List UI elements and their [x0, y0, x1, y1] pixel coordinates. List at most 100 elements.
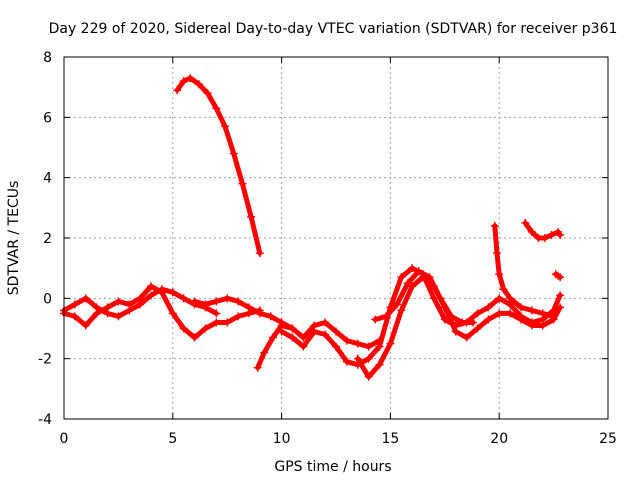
x-axis-label: GPS time / hours: [274, 459, 391, 475]
data-point: [364, 342, 373, 351]
data-point: [70, 312, 79, 321]
data-point: [414, 267, 423, 276]
data-point: [516, 303, 525, 312]
grid: [64, 57, 608, 419]
data-point: [375, 342, 384, 351]
data-point: [266, 312, 275, 321]
y-tick-label: 0: [43, 291, 52, 307]
data-point: [392, 300, 401, 309]
data-point: [353, 354, 362, 363]
data-point: [179, 324, 188, 333]
data-point: [212, 297, 221, 306]
data-point: [321, 318, 330, 327]
data-point: [136, 300, 145, 309]
series-arc-high: [173, 74, 264, 258]
data-point: [221, 122, 230, 131]
data-point: [408, 282, 417, 291]
data-point: [81, 294, 90, 303]
data-point: [201, 324, 210, 333]
data-point: [549, 312, 558, 321]
data-point: [506, 294, 515, 303]
data-point: [495, 270, 504, 279]
data-point: [473, 324, 482, 333]
x-tick-label: 0: [60, 431, 69, 447]
data-point: [556, 291, 565, 300]
data-point: [556, 273, 565, 282]
data-point: [364, 354, 373, 363]
data-point: [342, 336, 351, 345]
axis-ticks: 0 5 10 15 20 25 -4 -2 0 2 4 6 8: [38, 50, 617, 447]
data-point: [321, 330, 330, 339]
data-point: [447, 312, 456, 321]
data-point: [538, 309, 547, 318]
series-arc-d: [253, 318, 384, 372]
data-point: [484, 303, 493, 312]
data-point: [495, 294, 504, 303]
data-point: [277, 327, 286, 336]
data-point: [168, 288, 177, 297]
data-point: [499, 285, 508, 294]
data-point: [332, 342, 340, 351]
x-tick-label: 15: [381, 431, 399, 447]
series-trail: [192, 295, 295, 331]
data-point: [288, 333, 297, 342]
data-series: [60, 74, 565, 381]
data-point: [493, 249, 502, 258]
data-point: [114, 297, 123, 306]
data-point: [147, 282, 156, 291]
data-point: [125, 306, 134, 315]
data-point: [223, 318, 232, 327]
data-point: [179, 294, 188, 303]
data-point: [440, 315, 449, 324]
data-point: [386, 339, 395, 348]
data-point: [223, 294, 232, 303]
chart-title: Day 229 of 2020, Sidereal Day-to-day VTE…: [49, 21, 618, 37]
series-arc-j: [551, 270, 565, 282]
y-tick-label: -2: [38, 352, 52, 368]
x-tick-label: 10: [273, 431, 291, 447]
data-point: [173, 86, 182, 95]
data-point: [425, 273, 434, 282]
data-point: [408, 264, 417, 273]
data-point: [194, 80, 203, 89]
data-point: [506, 309, 515, 318]
data-point: [212, 318, 221, 327]
data-point: [547, 230, 556, 239]
series-arc-h: [490, 221, 558, 321]
data-point: [527, 227, 536, 236]
data-point: [114, 312, 123, 321]
data-point: [147, 291, 156, 300]
data-point: [247, 212, 256, 221]
data-point: [310, 327, 319, 336]
y-tick-label: -4: [38, 412, 52, 428]
data-point: [403, 279, 412, 288]
data-point: [190, 297, 199, 306]
data-point: [538, 321, 547, 330]
data-point: [556, 230, 565, 239]
data-point: [229, 149, 238, 158]
data-point: [490, 221, 499, 230]
data-point: [212, 309, 221, 318]
data-point: [103, 309, 112, 318]
data-point: [157, 285, 166, 294]
data-point: [527, 306, 536, 315]
y-tick-label: 2: [43, 231, 52, 247]
data-point: [516, 315, 525, 324]
data-point: [540, 234, 549, 242]
data-point: [375, 360, 384, 369]
y-axis-label: SDTVAR / TECUs: [6, 181, 22, 296]
series-trail: [372, 268, 476, 325]
series-arc-g: [371, 267, 478, 327]
data-point: [255, 309, 264, 318]
data-point: [484, 315, 493, 324]
data-point: [556, 303, 565, 312]
data-point: [81, 321, 90, 330]
y-tick-label: 4: [43, 171, 52, 187]
data-point: [364, 372, 373, 381]
data-point: [332, 327, 340, 336]
data-point: [201, 300, 210, 309]
data-point: [299, 333, 308, 342]
data-point: [353, 339, 362, 348]
